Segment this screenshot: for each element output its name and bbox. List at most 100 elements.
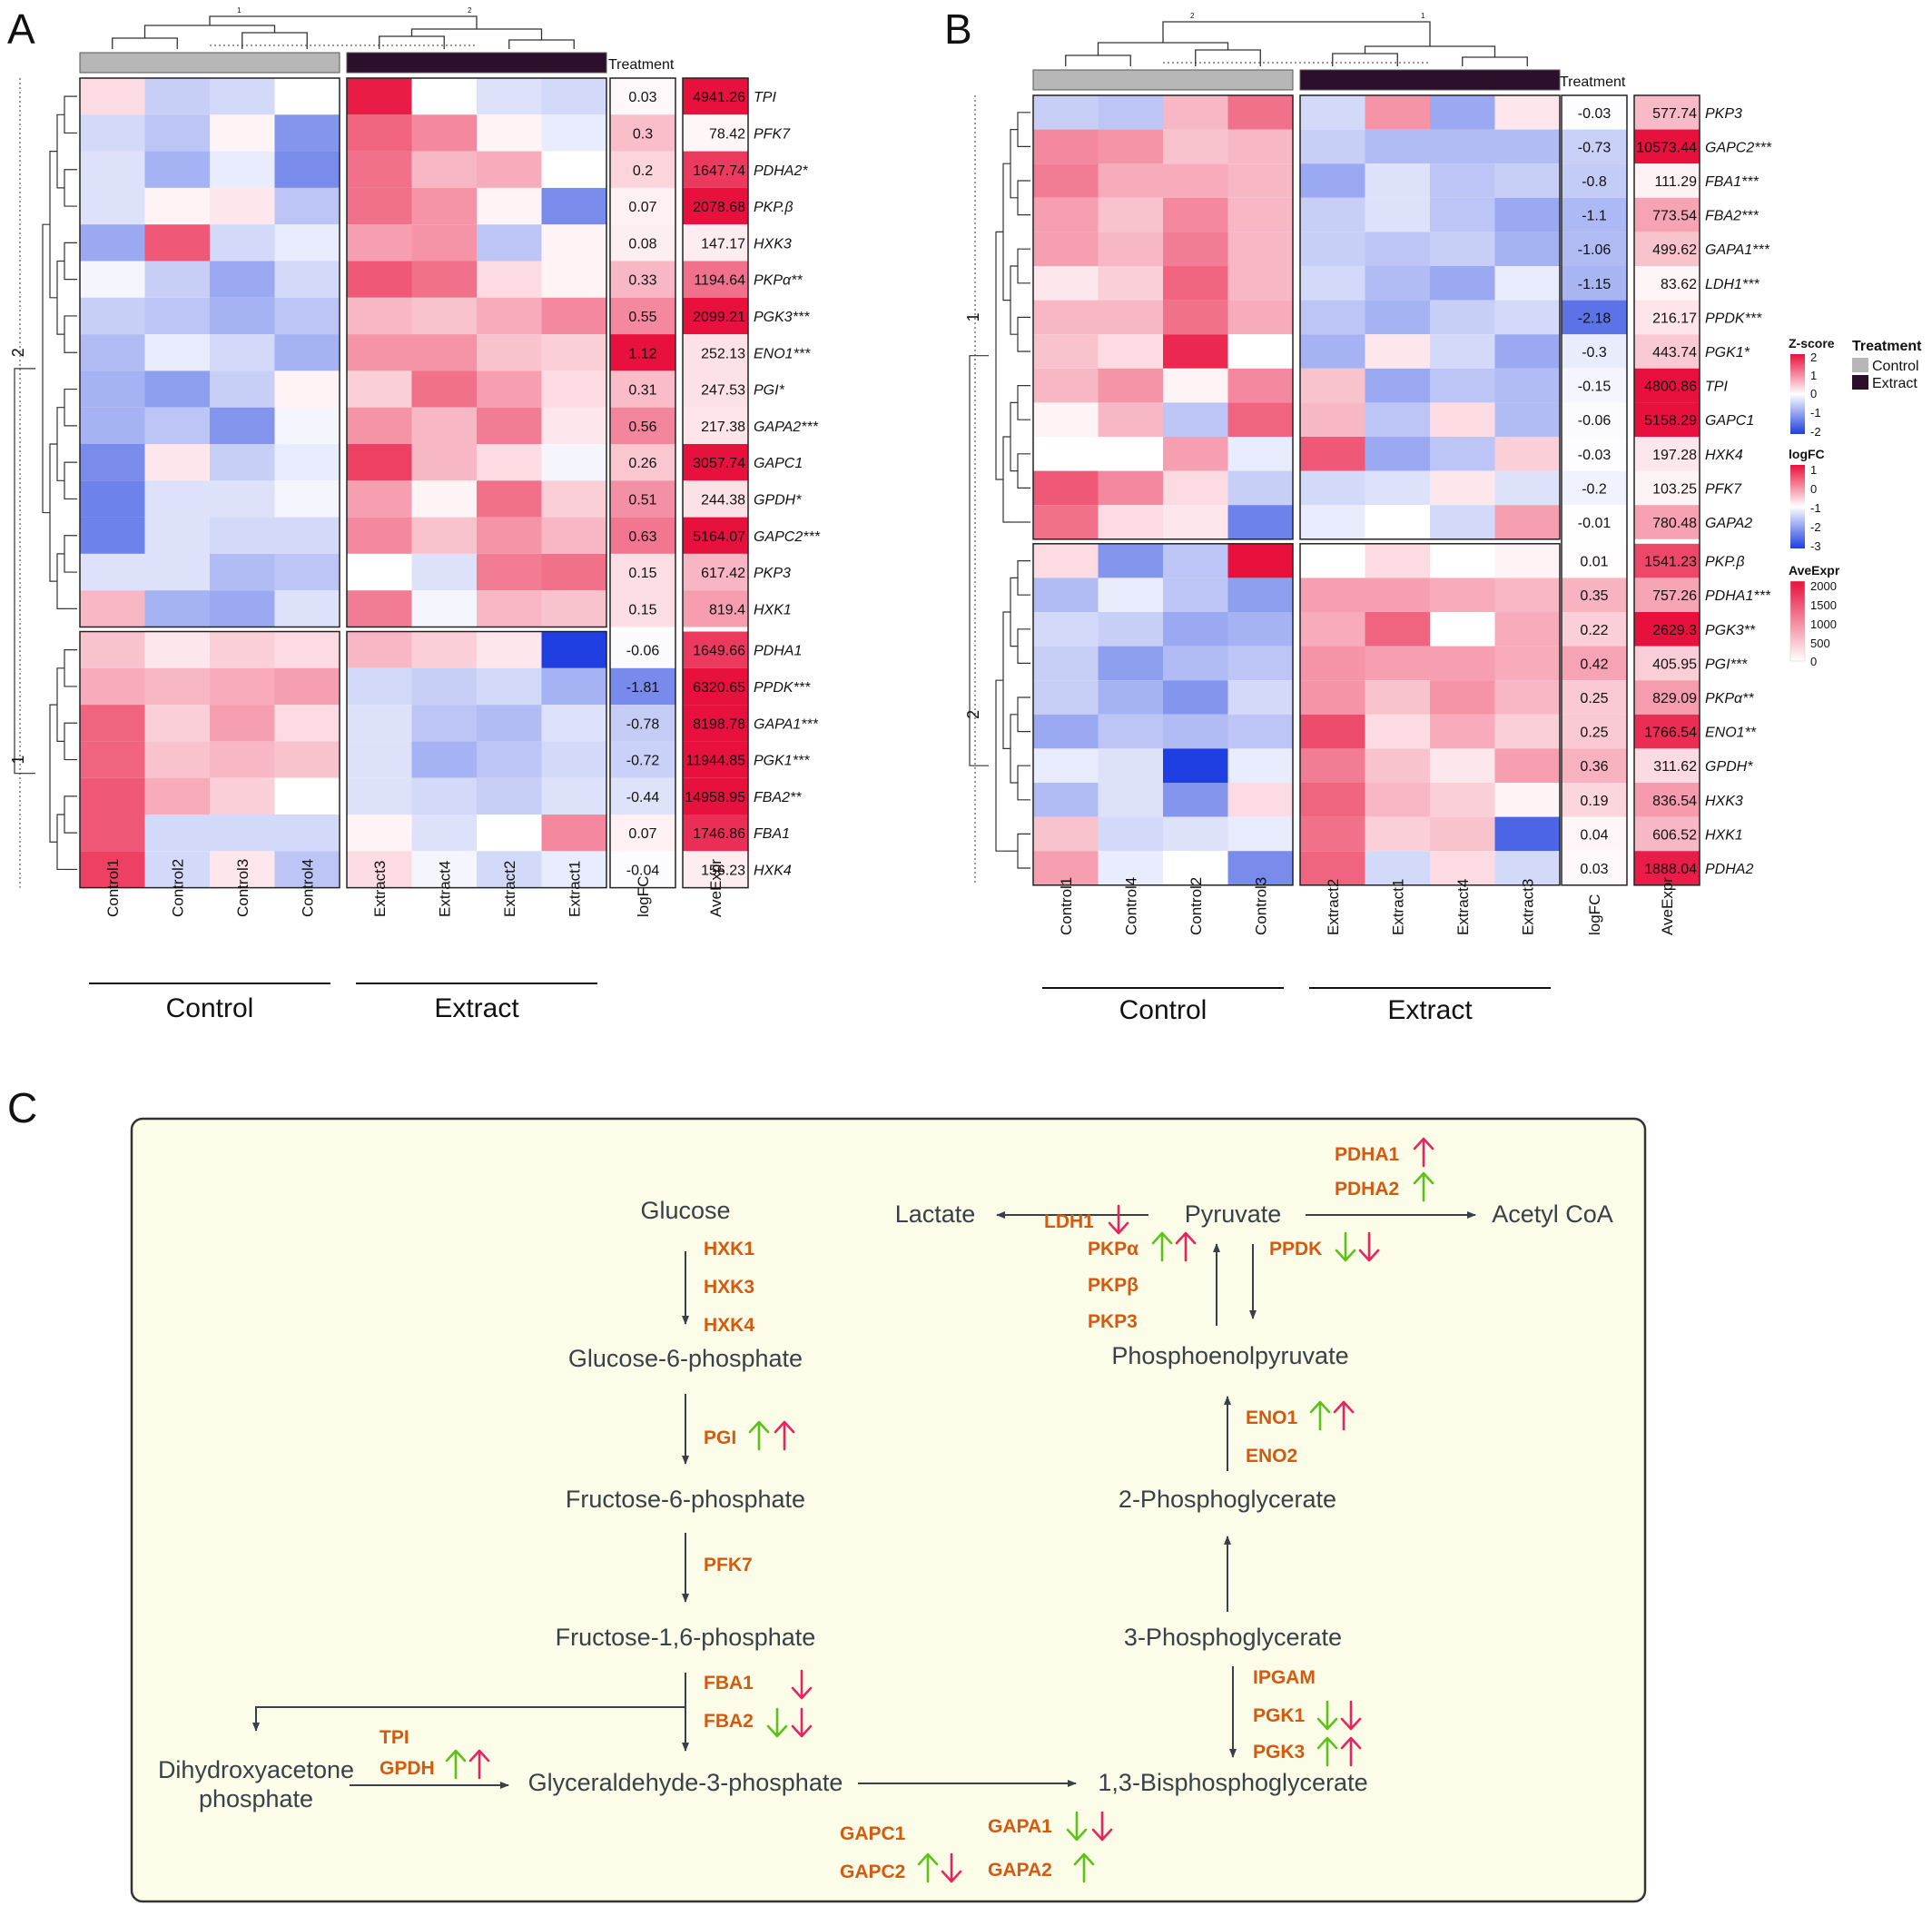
- panel-label-c: C: [7, 1084, 37, 1131]
- heat-cell: [477, 187, 542, 225]
- heat-cell: [1033, 505, 1099, 539]
- heat-cell: [1494, 748, 1560, 783]
- node-dihydroxyacetone: Dihydroxyacetone: [158, 1756, 354, 1783]
- dendro-root: [209, 15, 478, 29]
- heat-cell: [541, 334, 606, 371]
- heat-cell: [144, 553, 210, 591]
- dendro-branch: [1017, 696, 1030, 733]
- heat-cell: [1098, 437, 1163, 471]
- heat-block-outline: [346, 630, 607, 889]
- heat-cell: [210, 78, 275, 115]
- gene-row-label: PKPα**: [1705, 691, 1754, 706]
- treatment-legend-extract-swatch: [1852, 375, 1868, 390]
- heat-cell: [1365, 748, 1430, 783]
- dendro-branch: [1364, 45, 1496, 57]
- gene-row-label: PKP.β: [1705, 555, 1745, 570]
- logfc-cell: [610, 78, 675, 115]
- heat-cell: [477, 517, 542, 554]
- logfc-cell: [610, 297, 675, 335]
- aveexpr-value: 197.28: [1652, 448, 1697, 463]
- dendro-branch: [56, 114, 64, 189]
- heat-cell: [1098, 95, 1163, 130]
- aveexpr-value: 5158.29: [1644, 413, 1697, 429]
- heat-cell: [1300, 95, 1365, 130]
- logfc-tick-1: 0: [1810, 482, 1817, 496]
- heat-cell: [347, 851, 412, 888]
- heat-cell: [1098, 714, 1163, 749]
- aveexpr-value: 617.42: [701, 566, 745, 581]
- node-3-phosphoglycerate: 3-Phosphoglycerate: [1124, 1624, 1342, 1651]
- heat-cell: [144, 741, 210, 778]
- aveexpr-cell: [1634, 851, 1700, 885]
- logfc-value: -0.72: [626, 754, 660, 769]
- logfc-cell: [1562, 129, 1627, 164]
- heat-cell: [1033, 783, 1099, 817]
- logfc-cell: [610, 407, 675, 444]
- dendro-top-label: 2: [468, 6, 472, 15]
- dendro-branch: [1002, 436, 1010, 523]
- gene-row-label: ENO1***: [754, 346, 811, 361]
- logfc-cell: [1562, 266, 1627, 301]
- heat-cell: [477, 297, 542, 335]
- dendro-branch: [1002, 611, 1010, 749]
- heat-cell: [1430, 612, 1495, 647]
- heat-cell: [1300, 783, 1365, 817]
- dendro-branch: [379, 35, 445, 49]
- aveexpr-value: 1649.66: [693, 644, 745, 659]
- panel-label-a: A: [7, 5, 35, 53]
- aveexpr-cell: [683, 517, 748, 554]
- heat-cell: [274, 261, 340, 298]
- aveexpr-value: 1194.64: [694, 273, 745, 289]
- heat-cell: [1430, 783, 1495, 817]
- heat-cell: [274, 224, 340, 262]
- aveexpr-cell: [1634, 266, 1700, 301]
- eno1-up-green-icon: [1309, 1400, 1331, 1431]
- logfc-outline: [609, 77, 676, 889]
- heat-cell: [144, 370, 210, 408]
- heat-cell: [1365, 232, 1430, 266]
- zscore-tick-1: 1: [1810, 369, 1817, 382]
- heat-cell: [1033, 129, 1099, 164]
- logfc-cell: [1562, 578, 1627, 612]
- dendro-branch: [1017, 560, 1030, 596]
- heat-cell: [1365, 816, 1430, 852]
- logfc-cell: [1562, 402, 1627, 437]
- heat-cell: [1163, 680, 1228, 715]
- heat-block-outline: [1299, 543, 1561, 886]
- heat-cell: [1430, 368, 1495, 403]
- aveexpr-value: 4941.26: [693, 90, 745, 105]
- heat-cell: [210, 851, 275, 888]
- logfc-cell: [1562, 714, 1627, 749]
- treatment-legend-title: Treatment: [1852, 339, 1922, 354]
- dendro-branch: [1065, 54, 1131, 66]
- gene-row-label: GAPA2: [1705, 516, 1752, 531]
- logfc-cell: [610, 553, 675, 591]
- gene-row-label: GAPC1: [1705, 413, 1754, 429]
- aveexpr-cell: [683, 114, 748, 152]
- gene-pgk3: PGK3: [1253, 1742, 1305, 1763]
- aveexpr-value: 836.54: [1652, 794, 1697, 809]
- dendro-branch: [1010, 714, 1018, 784]
- heat-cell: [80, 261, 145, 298]
- heat-cell: [541, 444, 606, 481]
- logfc-value: -0.01: [1578, 516, 1612, 531]
- heat-cell: [477, 590, 542, 627]
- heat-cell: [1098, 816, 1163, 852]
- logfc-cell: [1562, 748, 1627, 783]
- gene-pgi: PGI: [704, 1427, 736, 1448]
- heat-cell: [1430, 680, 1495, 715]
- heat-cell: [1494, 714, 1560, 749]
- logfc-value: -0.03: [1578, 448, 1612, 463]
- logfc-cell: [1562, 163, 1627, 198]
- aveexpr-cell: [683, 667, 748, 706]
- gene-row-label: HXK4: [754, 863, 792, 878]
- pgi-up-pink-icon: [774, 1420, 795, 1451]
- aveexpr-cell: [1634, 334, 1700, 369]
- gene-ipgam: IPGAM: [1253, 1667, 1316, 1688]
- heat-cell: [210, 224, 275, 262]
- heat-cell: [1033, 232, 1099, 266]
- heat-cell: [1098, 680, 1163, 715]
- logfc-value: 0.26: [628, 456, 656, 471]
- group-label: Extract: [1387, 995, 1473, 1025]
- heat-cell: [1365, 95, 1430, 130]
